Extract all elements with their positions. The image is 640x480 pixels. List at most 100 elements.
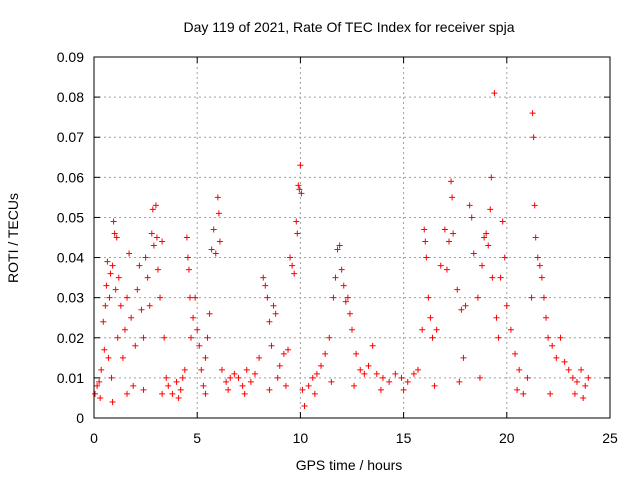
data-point — [287, 254, 294, 261]
data-point — [291, 270, 298, 277]
data-point — [299, 386, 306, 393]
data-point — [202, 354, 209, 361]
x-tick-label: 5 — [193, 430, 201, 446]
data-point — [512, 350, 519, 357]
data-point — [491, 90, 498, 97]
data-point — [218, 366, 225, 373]
data-point — [543, 314, 550, 321]
data-point — [179, 374, 186, 381]
data-point — [102, 302, 109, 309]
data-point — [446, 238, 453, 245]
data-point — [142, 254, 149, 261]
data-point — [159, 238, 166, 245]
data-point — [400, 386, 407, 393]
data-point — [524, 374, 531, 381]
data-point — [462, 302, 469, 309]
data-point — [344, 294, 351, 301]
data-point — [301, 402, 308, 409]
data-point — [410, 370, 417, 377]
data-point — [97, 394, 104, 401]
data-point — [152, 202, 159, 209]
data-point — [549, 342, 556, 349]
data-point — [346, 310, 353, 317]
data-point — [437, 262, 444, 269]
data-point — [497, 274, 504, 281]
data-point — [104, 258, 111, 265]
chart-title: Day 119 of 2021, Rate Of TEC Index for r… — [184, 19, 515, 35]
data-point — [161, 334, 168, 341]
y-tick-label: 0.01 — [57, 370, 84, 386]
data-point — [92, 390, 99, 397]
data-point — [449, 194, 456, 201]
data-point — [196, 342, 203, 349]
data-point — [140, 334, 147, 341]
data-point — [98, 366, 105, 373]
data-point — [479, 262, 486, 269]
data-point — [247, 378, 254, 385]
data-point — [190, 314, 197, 321]
data-point — [503, 302, 510, 309]
data-point — [243, 366, 250, 373]
y-tick-label: 0.06 — [57, 169, 84, 185]
data-point — [251, 370, 258, 377]
data-point — [214, 194, 221, 201]
data-point — [264, 294, 271, 301]
data-point — [134, 286, 141, 293]
data-point — [322, 350, 329, 357]
data-point — [379, 374, 386, 381]
data-point — [545, 334, 552, 341]
data-point — [138, 306, 145, 313]
data-point — [448, 178, 455, 185]
data-point — [294, 230, 301, 237]
data-point — [547, 390, 554, 397]
data-point — [103, 282, 110, 289]
data-point — [216, 238, 223, 245]
data-point — [578, 366, 585, 373]
data-point — [204, 334, 211, 341]
data-point — [573, 378, 580, 385]
data-point — [124, 294, 131, 301]
data-point — [489, 274, 496, 281]
grid-lines — [94, 57, 610, 418]
data-point — [235, 374, 242, 381]
data-point — [326, 334, 333, 341]
data-point — [208, 246, 215, 253]
data-point — [144, 274, 151, 281]
data-point — [483, 230, 490, 237]
data-point — [128, 314, 135, 321]
data-point — [488, 174, 495, 181]
data-point — [206, 310, 213, 317]
data-point — [148, 230, 155, 237]
data-point — [289, 262, 296, 269]
data-point — [309, 374, 316, 381]
data-point — [516, 366, 523, 373]
data-point — [121, 326, 128, 333]
data-point — [132, 342, 139, 349]
data-point — [561, 358, 568, 365]
data-point — [112, 286, 119, 293]
data-point — [185, 266, 192, 273]
data-point — [183, 234, 190, 241]
data-point — [200, 382, 207, 389]
data-point — [177, 386, 184, 393]
data-point — [124, 390, 131, 397]
y-tick-label: 0 — [76, 410, 84, 426]
plot-frame — [93, 56, 611, 419]
data-point — [422, 238, 429, 245]
y-tick-label: 0.02 — [57, 330, 84, 346]
data-point — [146, 302, 153, 309]
data-point — [114, 334, 121, 341]
data-point — [553, 354, 560, 361]
data-point — [296, 186, 303, 193]
data-point — [223, 378, 230, 385]
data-point — [536, 262, 543, 269]
data-point — [305, 382, 312, 389]
data-point — [540, 294, 547, 301]
data-point — [111, 230, 118, 237]
data-point — [557, 334, 564, 341]
data-point — [293, 218, 300, 225]
data-point — [115, 274, 122, 281]
data-point — [154, 266, 161, 273]
data-point — [531, 202, 538, 209]
